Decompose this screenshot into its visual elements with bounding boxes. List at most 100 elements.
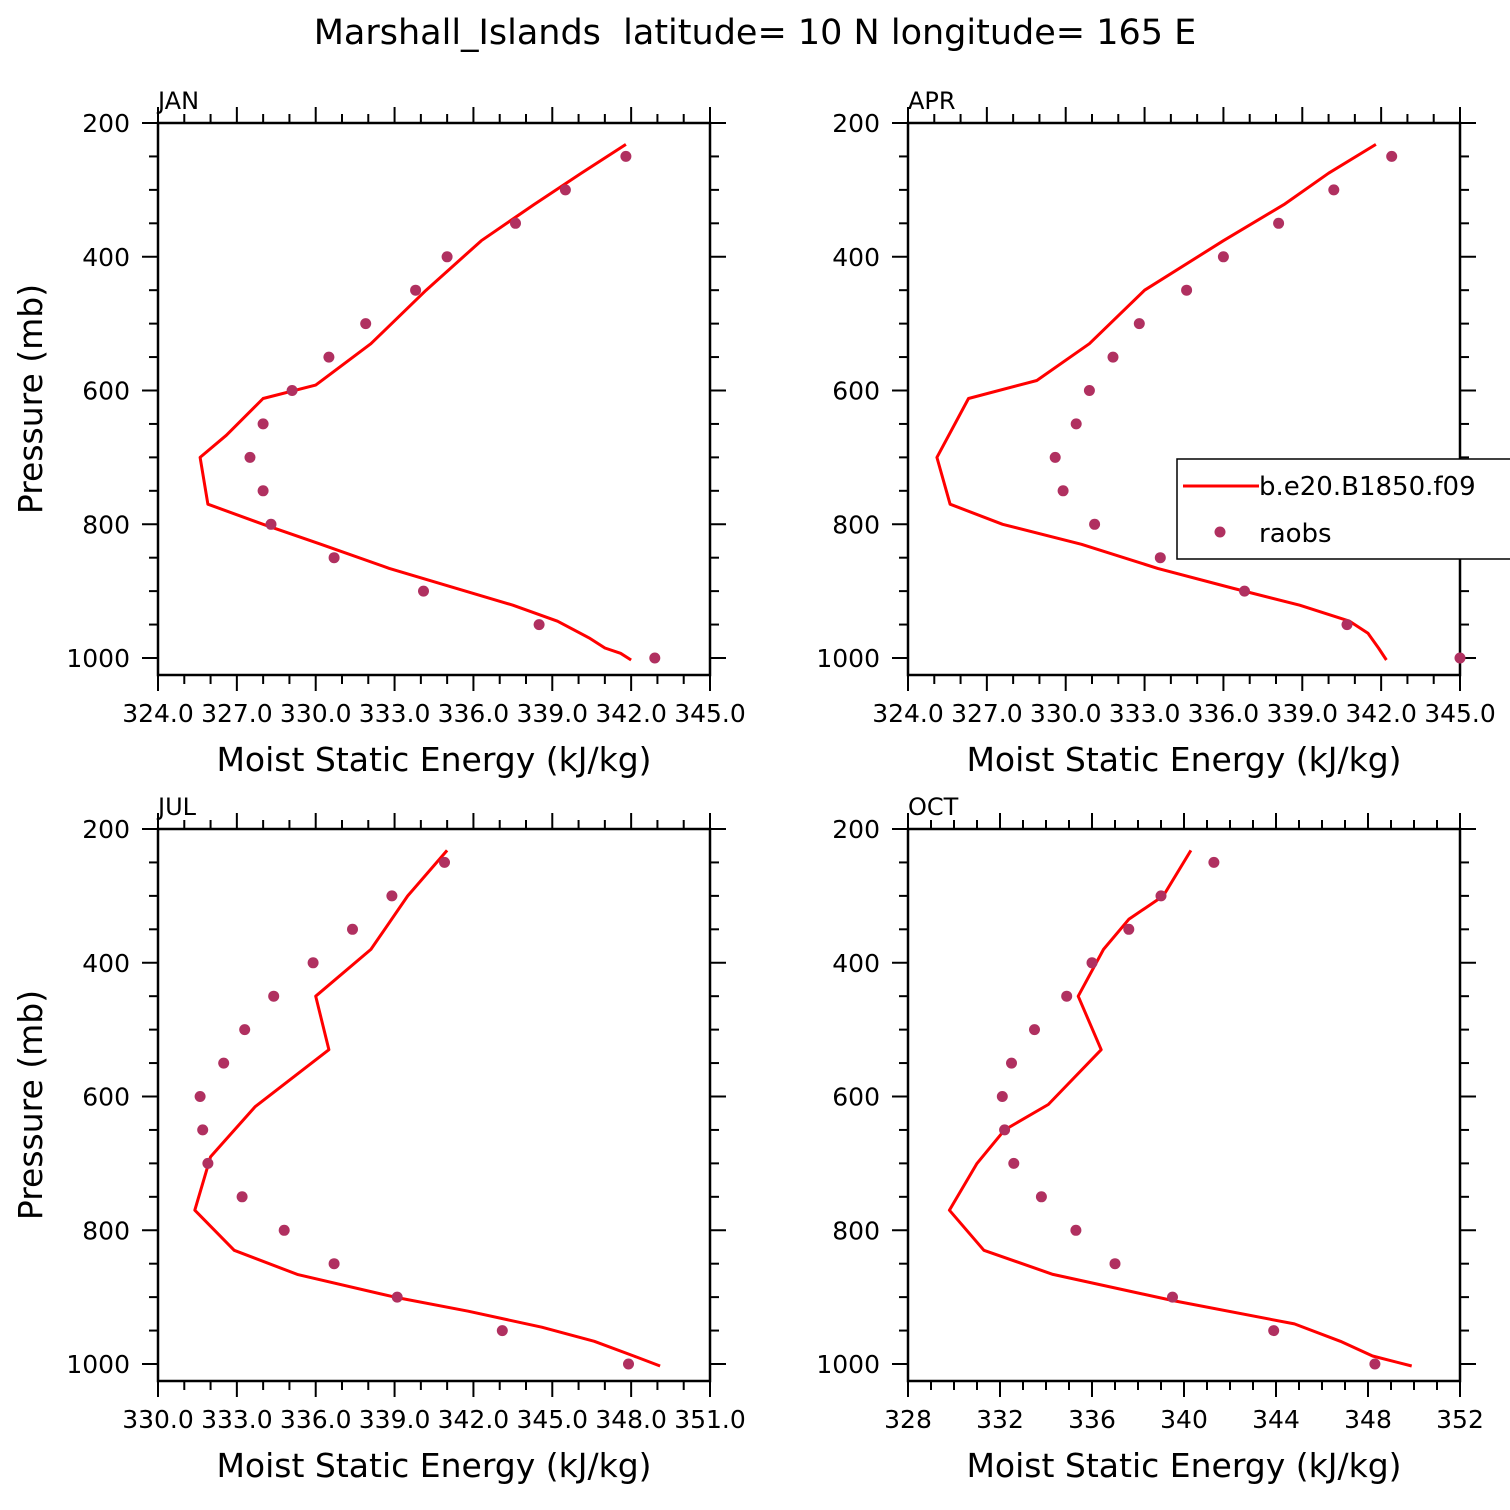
legend: b.e20.B1850.f09 raobs: [1176, 458, 1510, 560]
x-tick-label: 345.0: [1424, 699, 1496, 728]
panel-label: JUL: [156, 793, 197, 821]
x-tick-label: 324.0: [122, 699, 194, 728]
plot-frame: [906, 827, 1462, 1383]
model-line: [198, 143, 632, 662]
raobs-point: [386, 890, 398, 902]
y-axis-label: Pressure (mb): [11, 284, 50, 514]
raobs-point: [1167, 1291, 1178, 1303]
raobs-point: [1217, 251, 1229, 263]
raobs-point: [1008, 1157, 1020, 1169]
plot-frame: [156, 827, 712, 1383]
y-tick-label: 400: [832, 949, 880, 978]
y-tick-label: 400: [82, 243, 130, 272]
raobs-point: [649, 652, 661, 664]
x-tick-label: 342.0: [595, 699, 667, 728]
x-tick-label: 339.0: [359, 1405, 431, 1434]
y-tick-label: 600: [82, 377, 130, 406]
raobs-point: [347, 923, 358, 935]
raobs-point: [202, 1157, 214, 1169]
raobs-point: [620, 150, 632, 162]
x-tick-label: 333.0: [1109, 699, 1181, 728]
x-tick-label: 348.0: [595, 1405, 667, 1434]
x-tick-label: 330.0: [280, 699, 352, 728]
raobs-point: [533, 619, 545, 631]
x-tick-label: 330.0: [1030, 699, 1102, 728]
x-tick-label: 336.0: [438, 699, 510, 728]
panel-label: APR: [908, 87, 956, 115]
raobs-point: [1268, 1325, 1280, 1337]
x-axis-label: Moist Static Energy (kJ/kg): [966, 1446, 1401, 1485]
raobs-point: [1181, 284, 1193, 296]
y-tick-label: 800: [82, 1216, 130, 1245]
raobs-point: [360, 318, 372, 330]
raobs-point: [1029, 1024, 1040, 1036]
y-tick-label: 400: [832, 243, 880, 272]
raobs-point: [265, 518, 277, 530]
raobs-point: [1109, 1258, 1121, 1270]
x-axis-label: Moist Static Energy (kJ/kg): [966, 740, 1401, 779]
y-tick-label: 800: [82, 510, 130, 539]
raobs-point: [1386, 150, 1398, 162]
raobs-point: [286, 385, 298, 396]
raobs-point: [1083, 385, 1095, 396]
x-tick-label: 333.0: [359, 699, 431, 728]
x-axis-label: Moist Static Energy (kJ/kg): [216, 740, 651, 779]
x-tick-label: 333.0: [201, 1405, 273, 1434]
raobs-point: [244, 451, 256, 463]
y-tick-label: 600: [832, 1083, 880, 1112]
x-tick-label: 336.0: [1188, 699, 1260, 728]
raobs-point: [1057, 485, 1069, 497]
raobs-point: [510, 217, 521, 229]
y-tick-label: 600: [832, 377, 880, 406]
model-line: [193, 849, 661, 1368]
raobs-point: [1049, 451, 1061, 463]
x-tick-label: 332: [976, 1405, 1024, 1434]
raobs-point: [328, 552, 340, 564]
raobs-point: [268, 990, 280, 1002]
raobs-point: [1154, 552, 1166, 564]
raobs-point: [1035, 1191, 1047, 1203]
x-tick-label: 351.0: [674, 1405, 746, 1434]
raobs-point: [236, 1191, 248, 1203]
raobs-point: [194, 1091, 206, 1102]
plot-frame: [156, 121, 712, 677]
y-tick-label: 200: [82, 109, 130, 138]
raobs-point: [1070, 418, 1082, 430]
raobs-point: [559, 184, 571, 196]
y-tick-label: 200: [832, 815, 880, 844]
raobs-point: [197, 1124, 209, 1136]
y-tick-label: 200: [832, 109, 880, 138]
raobs-point: [623, 1358, 634, 1370]
plot-frame: [906, 121, 1462, 677]
raobs-point: [1107, 351, 1119, 363]
raobs-point: [999, 1124, 1011, 1136]
x-tick-label: 342.0: [1345, 699, 1417, 728]
x-tick-label: 342.0: [438, 1405, 510, 1434]
x-tick-label: 330.0: [122, 1405, 194, 1434]
y-tick-label: 800: [832, 1216, 880, 1245]
x-tick-label: 336: [1068, 1405, 1116, 1434]
x-tick-label: 339.0: [1266, 699, 1338, 728]
raobs-point: [257, 485, 269, 497]
x-tick-label: 324.0: [872, 699, 944, 728]
raobs-point: [257, 418, 269, 430]
raobs-point: [996, 1091, 1008, 1102]
x-tick-label: 340: [1160, 1405, 1208, 1434]
y-tick-label: 1000: [816, 1350, 880, 1379]
raobs-point: [441, 251, 453, 263]
y-tick-label: 800: [832, 510, 880, 539]
y-tick-label: 600: [82, 1083, 130, 1112]
raobs-point: [1239, 585, 1250, 597]
y-tick-label: 1000: [66, 644, 130, 673]
raobs-point: [239, 1024, 251, 1036]
raobs-point: [307, 957, 319, 969]
raobs-point: [1454, 652, 1466, 664]
figure-title: Marshall_Islands latitude= 10 N longitud…: [314, 13, 1197, 53]
x-tick-label: 345.0: [674, 699, 746, 728]
raobs-point: [439, 856, 450, 868]
legend-box: [1176, 458, 1510, 560]
raobs-point: [1155, 890, 1167, 902]
